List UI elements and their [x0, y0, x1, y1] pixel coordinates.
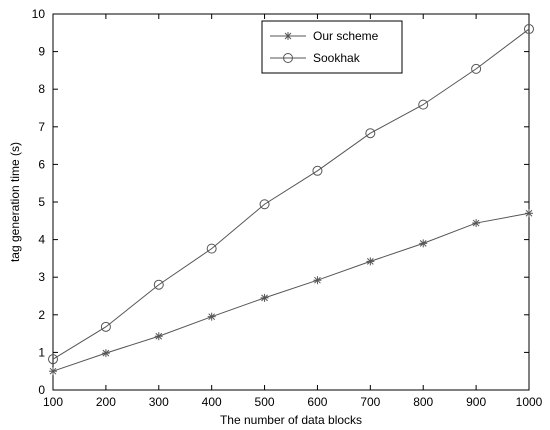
- y-tick-label: 6: [38, 157, 45, 171]
- data-point: [471, 63, 482, 74]
- data-point: [153, 279, 164, 290]
- data-point: [524, 24, 534, 35]
- x-tick-label: 400: [202, 395, 222, 409]
- data-point: [48, 354, 58, 365]
- x-tick-label: 300: [149, 395, 169, 409]
- data-point: [259, 199, 270, 210]
- x-tick-label: 700: [360, 395, 380, 409]
- y-tick-label: 1: [38, 345, 45, 359]
- data-point: [49, 367, 57, 376]
- legend: Our scheme Sookhak: [261, 20, 403, 74]
- data-point: [366, 257, 375, 266]
- y-tick-label: 0: [38, 383, 45, 397]
- data-point: [154, 332, 163, 341]
- series-layer: [48, 24, 534, 376]
- y-tick-label: 7: [38, 120, 45, 134]
- data-point: [365, 128, 376, 139]
- data-point: [472, 219, 481, 228]
- legend-label: Our scheme: [313, 29, 379, 43]
- data-point: [101, 349, 110, 358]
- data-point: [418, 99, 429, 110]
- x-tick-label: 1000: [516, 395, 543, 409]
- y-tick-label: 10: [32, 7, 46, 21]
- y-tick-label: 5: [38, 195, 45, 209]
- asterisk-marker: [284, 32, 292, 40]
- data-point: [313, 276, 322, 285]
- y-tick-label: 9: [38, 45, 45, 59]
- data-point: [100, 321, 111, 332]
- x-tick-label: 900: [466, 395, 486, 409]
- circle-marker: [283, 53, 293, 63]
- x-tick-label: 100: [43, 395, 63, 409]
- series-line: [52, 212, 530, 372]
- axis-ticks: 100 200 300 400 500 600 700 800 900 1000 0 1 2 3 4 5 6 7 8…: [32, 7, 543, 409]
- y-tick-label: 8: [38, 82, 45, 96]
- data-point: [207, 312, 216, 321]
- legend-box: [261, 20, 403, 74]
- data-point: [206, 243, 217, 254]
- legend-label: Sookhak: [313, 51, 361, 65]
- legend-item: Our scheme: [270, 29, 379, 43]
- y-tick-label: 3: [38, 270, 45, 284]
- y-tick-label: 2: [38, 308, 45, 322]
- series-sookhak: [48, 24, 534, 365]
- plot-area: [52, 13, 530, 391]
- x-tick-label: 800: [413, 395, 433, 409]
- legend-item: Sookhak: [270, 51, 361, 65]
- data-point: [312, 165, 323, 176]
- y-tick-label: 4: [38, 233, 45, 247]
- data-point: [419, 239, 428, 248]
- data-point: [260, 293, 269, 302]
- data-point: [525, 209, 533, 218]
- series-line: [52, 28, 530, 360]
- x-tick-label: 200: [96, 395, 116, 409]
- x-axis-label: The number of data blocks: [220, 413, 362, 427]
- y-axis-label: tag generation time (s): [8, 142, 22, 262]
- x-tick-label: 600: [307, 395, 327, 409]
- series-our-scheme: [49, 209, 533, 376]
- x-tick-label: 500: [255, 395, 275, 409]
